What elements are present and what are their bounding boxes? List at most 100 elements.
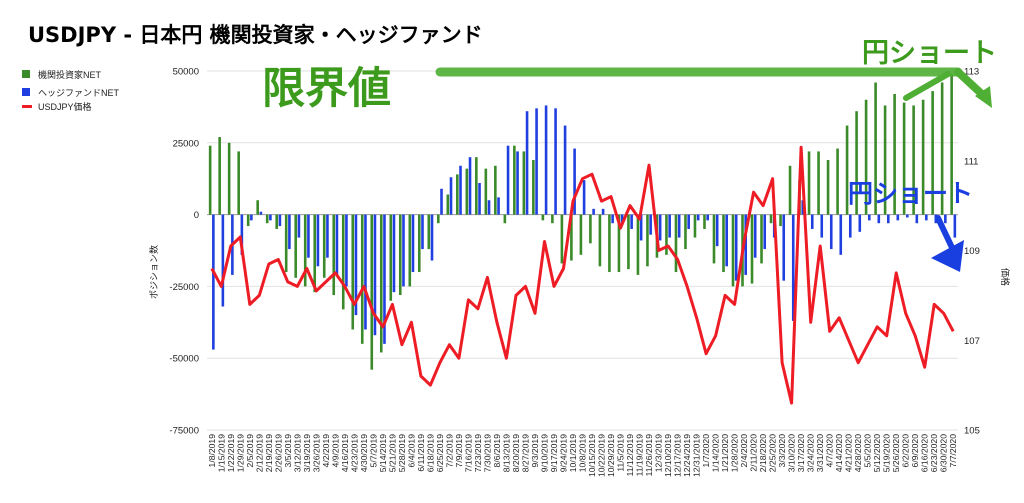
bar-hedgefund — [887, 214, 890, 224]
bar-hedgefund — [535, 108, 538, 215]
bar-institutional — [408, 214, 412, 287]
x-tick: 11/5/2019 — [616, 434, 626, 472]
x-tick: 10/15/2019 — [587, 434, 597, 477]
chart-title: USDJPY - 日本円 機関投資家・ヘッジファンド — [28, 23, 483, 47]
bar-institutional — [551, 214, 554, 224]
legend-swatch-hedgefund — [22, 88, 30, 96]
bar-hedgefund — [925, 214, 928, 221]
bar-hedgefund — [953, 214, 957, 238]
bar-institutional — [437, 214, 440, 224]
bar-institutional — [608, 214, 611, 273]
bar-institutional — [313, 214, 317, 293]
bar-institutional — [769, 214, 773, 224]
bar-hedgefund — [906, 214, 909, 218]
x-tick: 1/8/2019 — [207, 434, 217, 468]
x-tick: 12/31/2019 — [692, 434, 702, 477]
x-tick: 12/10/2019 — [663, 434, 673, 477]
x-tick: 9/3/2019 — [530, 434, 540, 468]
y-axis-right: 113 111 109 107 105 — [964, 67, 980, 437]
bar-institutional — [788, 165, 792, 215]
legend-swatch-usdjpy — [22, 105, 32, 108]
bar-hedgefund — [744, 214, 748, 275]
bar-institutional — [417, 214, 421, 273]
bar-hedgefund — [383, 214, 386, 344]
bar-hedgefund — [582, 180, 586, 215]
bar-institutional — [265, 214, 269, 224]
bar-hedgefund — [620, 214, 624, 224]
bar-institutional — [341, 214, 345, 310]
bar-institutional — [712, 214, 716, 264]
bar-institutional — [389, 214, 393, 301]
bar-institutional — [940, 82, 944, 215]
bar-hedgefund — [867, 214, 871, 221]
x-tick: 7/2/2019 — [444, 434, 454, 468]
limit-label: 限界値 — [262, 64, 391, 114]
gridlines — [207, 70, 958, 431]
bar-institutional — [722, 214, 725, 273]
bar-hedgefund — [829, 214, 833, 250]
x-tick: 10/22/2019 — [597, 434, 607, 477]
x-tick: 5/28/2019 — [397, 434, 407, 472]
bar-hedgefund — [297, 214, 301, 238]
x-tick: 1/14/2020 — [711, 434, 721, 472]
bar-hedgefund — [411, 214, 415, 273]
bar-hedgefund — [820, 214, 824, 238]
legend: 機関投資家NET ヘッジファンドNET USDJPY価格 — [22, 69, 120, 112]
x-tick: 6/16/2020 — [920, 434, 930, 472]
x-tick: 8/27/2019 — [520, 434, 530, 472]
x-tick: 5/14/2019 — [378, 434, 388, 472]
bar-institutional — [598, 214, 602, 267]
x-tick: 12/24/2019 — [682, 434, 692, 477]
y-tick-left: -50000 — [169, 354, 199, 365]
bar-institutional — [826, 160, 830, 215]
bar-institutional — [475, 157, 478, 215]
bar-institutional — [532, 160, 535, 215]
y-tick-left: -75000 — [169, 426, 199, 437]
x-tick: 11/26/2019 — [644, 434, 654, 477]
x-tick: 9/24/2019 — [558, 434, 568, 472]
bar-hedgefund — [810, 214, 814, 229]
x-tick: 2/19/2019 — [264, 434, 274, 472]
y-tick-left: 0 — [194, 210, 199, 221]
bar-hedgefund — [212, 214, 215, 350]
bar-hedgefund — [525, 111, 529, 215]
x-tick: 4/30/2019 — [359, 434, 369, 472]
y-tick-right: 107 — [964, 336, 980, 347]
bar-institutional — [246, 214, 250, 227]
bar-institutional — [484, 168, 488, 215]
bar-institutional — [227, 142, 231, 215]
bar-institutional — [817, 151, 820, 215]
bar-institutional — [275, 214, 278, 229]
bars — [208, 73, 957, 370]
bar-hedgefund — [459, 165, 462, 215]
bar-hedgefund — [630, 214, 633, 229]
x-tick: 7/23/2019 — [473, 434, 483, 472]
bar-institutional — [541, 214, 545, 221]
bar-hedgefund — [877, 214, 881, 224]
bar-institutional — [703, 214, 706, 229]
x-tick: 12/3/2019 — [654, 434, 664, 472]
bar-institutional — [284, 214, 288, 273]
bar-institutional — [446, 194, 450, 215]
x-tick: 1/28/2020 — [730, 434, 740, 472]
x-tick: 5/19/2020 — [882, 434, 892, 472]
x-tick: 7/30/2019 — [482, 434, 492, 472]
bar-hedgefund — [696, 214, 700, 221]
annotation-blue: 円ショート — [848, 179, 973, 272]
bar-hedgefund — [706, 214, 709, 221]
blue-yen-short-label: 円ショート — [848, 179, 973, 208]
bar-hedgefund — [478, 183, 481, 215]
x-tick: 6/4/2019 — [406, 434, 416, 468]
x-tick: 6/11/2019 — [416, 434, 426, 472]
y-tick-left: -25000 — [169, 282, 199, 293]
bar-institutional — [294, 214, 298, 278]
x-tick: 5/7/2019 — [368, 434, 378, 468]
y-tick-right: 109 — [964, 246, 980, 257]
bar-hedgefund — [449, 177, 453, 215]
bar-hedgefund — [677, 214, 681, 238]
bar-hedgefund — [763, 214, 767, 250]
x-tick: 3/12/2019 — [292, 434, 302, 472]
bar-institutional — [950, 73, 953, 215]
bar-hedgefund — [250, 214, 253, 221]
blue-arrowhead — [931, 240, 964, 272]
